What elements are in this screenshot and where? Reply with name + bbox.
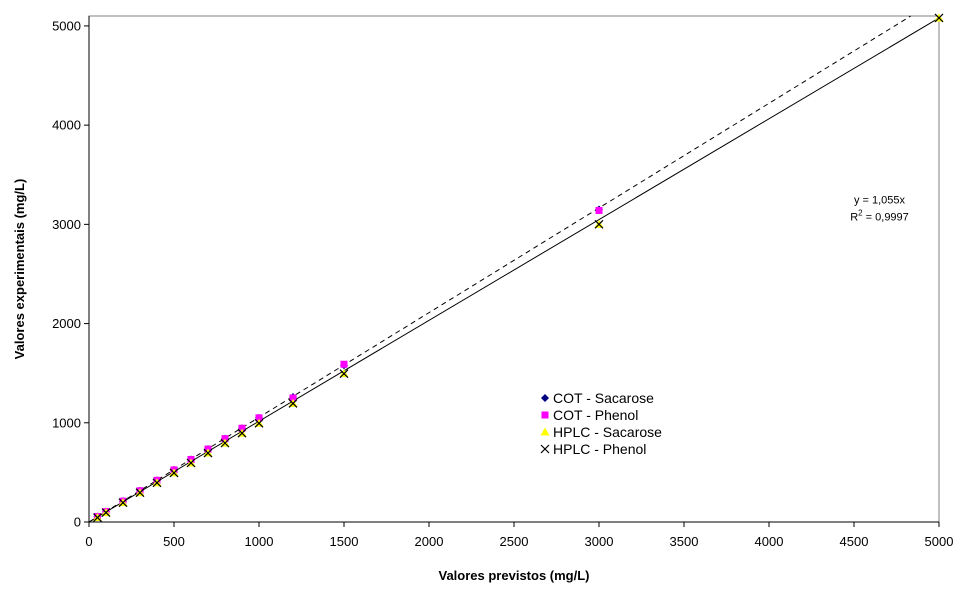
point-hplc-phenol xyxy=(339,369,349,379)
y-tick-label: 3000 xyxy=(52,217,81,232)
r-squared-value: = 0,9997 xyxy=(863,211,909,223)
legend-marker xyxy=(540,444,550,454)
point-hplc-phenol xyxy=(152,478,162,488)
legend-label: COT - Phenol xyxy=(553,407,638,423)
x-tick-label: 500 xyxy=(163,534,185,549)
r-squared-label: R2 = 0,9997 xyxy=(850,208,909,223)
x-tick-label: 1500 xyxy=(330,534,359,549)
point-hplc-phenol xyxy=(254,418,264,428)
point-hplc-phenol xyxy=(594,219,604,229)
point-hplc-phenol xyxy=(237,428,247,438)
point-hplc-phenol xyxy=(203,448,213,458)
y-tick-label: 5000 xyxy=(52,18,81,33)
point-cot-phenol xyxy=(595,206,603,214)
y-tick-label: 4000 xyxy=(52,118,81,133)
x-tick-label: 3000 xyxy=(585,534,614,549)
legend-marker xyxy=(541,411,549,419)
legend-item-hplc-sacarose: HPLC - Sacarose xyxy=(540,424,662,440)
legend-item-hplc-phenol: HPLC - Phenol xyxy=(540,441,646,457)
point-hplc-phenol xyxy=(288,399,298,408)
x-ticks: 0 500 1000 1500 2000 2500 3000 3500 4000 4500 5000 xyxy=(85,522,953,549)
point-hplc-phenol xyxy=(135,488,145,498)
x-tick-label: 4000 xyxy=(755,534,784,549)
trendlines xyxy=(88,15,940,523)
legend-marker xyxy=(540,427,550,436)
legend-label: COT - Sacarose xyxy=(553,390,654,406)
legend-item-cot-phenol: COT - Phenol xyxy=(541,407,638,423)
data-points xyxy=(93,13,944,522)
r-squared-symbol: R xyxy=(850,211,858,223)
point-cot-phenol xyxy=(289,394,297,402)
point-hplc-phenol xyxy=(934,13,944,23)
trendline-solid xyxy=(88,17,940,523)
point-hplc-phenol xyxy=(93,513,102,522)
point-cot-phenol xyxy=(340,360,348,368)
y-ticks: 0 1000 2000 3000 4000 5000 xyxy=(52,18,89,530)
x-tick-label: 0 xyxy=(85,534,92,549)
point-hplc-phenol xyxy=(101,508,111,517)
r-squared-superscript: 2 xyxy=(858,208,863,217)
trendline-dashed xyxy=(88,15,912,523)
x-tick-label: 1000 xyxy=(245,534,274,549)
x-tick-label: 5000 xyxy=(925,534,954,549)
point-cot-phenol xyxy=(255,414,263,422)
legend-label: HPLC - Phenol xyxy=(553,441,646,457)
point-hplc-phenol xyxy=(220,438,230,448)
point-hplc-phenol xyxy=(169,468,179,478)
x-tick-label: 4500 xyxy=(840,534,869,549)
regression-equation: y = 1,055x xyxy=(854,194,906,206)
x-tick-label: 2000 xyxy=(415,534,444,549)
point-hplc-phenol xyxy=(186,458,196,468)
y-tick-label: 1000 xyxy=(52,415,81,430)
point-hplc-phenol xyxy=(118,498,128,508)
x-tick-label: 2500 xyxy=(500,534,529,549)
y-tick-label: 2000 xyxy=(52,316,81,331)
legend-label: HPLC - Sacarose xyxy=(553,424,662,440)
legend-marker xyxy=(541,394,549,402)
point-cot-phenol xyxy=(238,424,246,432)
x-axis-title: Valores previstos (mg/L) xyxy=(439,568,590,583)
x-tick-label: 3500 xyxy=(670,534,699,549)
legend-item-cot-sacarose: COT - Sacarose xyxy=(541,390,654,406)
y-axis-title: Valores experimentais (mg/L) xyxy=(12,179,27,360)
y-tick-label: 0 xyxy=(74,515,81,530)
